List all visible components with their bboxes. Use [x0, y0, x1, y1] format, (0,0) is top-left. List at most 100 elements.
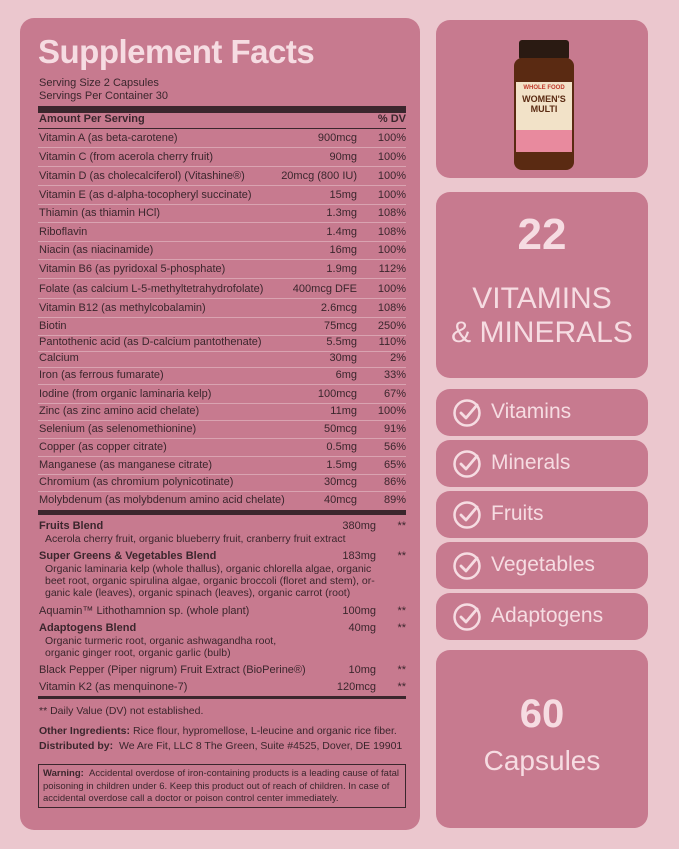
nutrient-dv: 100% — [377, 189, 406, 201]
row-divider — [38, 166, 406, 167]
nutrient-name: Vitamin C (from acerola cherry fruit) — [39, 151, 214, 163]
badge-text: & MINERALS — [451, 316, 633, 349]
nutrient-name: Molybdenum (as molybdenum amino acid che… — [39, 494, 285, 506]
blend-description: Organic laminaria kelp (whole thallus), … — [45, 563, 372, 575]
nutrient-name: Vitamin E (as d-alpha-tocopheryl succina… — [39, 189, 252, 201]
row-divider — [38, 403, 406, 404]
column-header: % DV — [377, 113, 406, 125]
nutrient-amount: 1.5mg — [326, 459, 357, 471]
nutrient-amount: 5.5mg — [326, 336, 357, 348]
nutrient-dv: 2% — [390, 352, 406, 364]
nutrient-amount: 20mcg (800 IU) — [281, 170, 357, 182]
rule — [38, 510, 406, 515]
row-divider — [38, 474, 406, 475]
badge-panel — [436, 192, 648, 378]
nutrient-dv: 100% — [377, 405, 406, 417]
row-divider — [38, 367, 406, 368]
nutrient-dv: 33% — [383, 369, 406, 381]
blend-amount: 40mg — [348, 622, 376, 634]
blend-dv: ** — [397, 664, 406, 676]
check-icon — [453, 399, 481, 427]
title: Supplement Facts — [38, 33, 315, 70]
nutrient-dv: 100% — [377, 283, 406, 295]
blend-amount: 380mg — [342, 520, 376, 532]
feature-label: Vitamins — [491, 400, 572, 423]
nutrient-name: Pantothenic acid (as D-calcium pantothen… — [39, 336, 262, 348]
nutrient-amount: 90mg — [329, 151, 357, 163]
nutrient-amount: 1.9mg — [326, 263, 357, 275]
nutrient-amount: 100mcg — [317, 388, 357, 400]
blend-description: ganic kale (leaves), organic spinach (le… — [45, 587, 351, 599]
blend-name: Aquamin™ Lithothamnion sp. (whole plant) — [39, 605, 250, 617]
row-divider — [38, 241, 406, 242]
blend-dv: ** — [397, 605, 406, 617]
nutrient-amount: 50mcg — [323, 423, 357, 435]
warning-text: accidental overdose call a doctor or poi… — [43, 793, 339, 804]
badge-text: VITAMINS — [472, 282, 612, 315]
row-divider — [38, 384, 406, 385]
nutrient-dv: 91% — [383, 423, 406, 435]
feature-label: Adaptogens — [491, 604, 604, 627]
check-icon — [453, 450, 481, 478]
feature: Vegetables — [436, 542, 648, 589]
blend-name: Super Greens & Vegetables Blend — [39, 550, 217, 562]
nutrient-amount: 400mcg DFE — [292, 283, 357, 295]
check-icon — [453, 552, 481, 580]
nutrient-name: Zinc (as zinc amino acid chelate) — [39, 405, 200, 417]
nutrient-amount: 1.4mg — [326, 226, 357, 238]
nutrient-name: Vitamin B6 (as pyridoxal 5-phosphate) — [39, 263, 226, 275]
feature: Fruits — [436, 491, 648, 538]
blend-amount: 120mcg — [336, 681, 376, 693]
nutrient-name: Calcium — [39, 352, 79, 364]
nutrient-dv: 56% — [383, 441, 406, 453]
ingredients-text: Rice flour, hypromellose, L-leucine and … — [133, 725, 397, 737]
nutrient-dv: 100% — [377, 170, 406, 182]
feature: Vitamins — [436, 389, 648, 436]
blend-description: organic ginger root, organic garlic (bul… — [45, 647, 231, 659]
column-header: Amount Per Serving — [39, 113, 145, 125]
nutrient-amount: 2.6mcg — [320, 302, 357, 314]
nutrient-amount: 6mg — [335, 369, 357, 381]
count-panel — [436, 650, 648, 828]
blend-name: Black Pepper (Piper nigrum) Fruit Extrac… — [39, 664, 306, 676]
warning-box — [38, 764, 406, 808]
blend-description: Organic turmeric root, organic ashwagand… — [45, 635, 277, 647]
nutrient-name: Iron (as ferrous fumarate) — [39, 369, 164, 381]
nutrient-name: Niacin (as niacinamide) — [39, 244, 154, 256]
blend-name: Fruits Blend — [39, 520, 104, 532]
row-divider — [38, 351, 406, 352]
nutrient-dv: 89% — [383, 494, 406, 506]
nutrient-dv: 86% — [383, 476, 406, 488]
row-divider — [38, 185, 406, 186]
nutrient-amount: 75mcg — [323, 320, 357, 332]
feature: Minerals — [436, 440, 648, 487]
blend-dv: ** — [397, 520, 406, 532]
feature-label: Minerals — [491, 451, 571, 474]
distributor-text: We Are Fit, LLC 8 The Green, Suite #4525… — [119, 740, 403, 752]
nutrient-name: Biotin — [39, 320, 67, 332]
feature: Adaptogens — [436, 593, 648, 640]
check-icon — [453, 501, 481, 529]
nutrient-amount: 30mg — [329, 352, 357, 364]
nutrient-amount: 11mg — [330, 405, 357, 417]
nutrient-name: Riboflavin — [39, 226, 88, 238]
feature-label: Vegetables — [491, 553, 595, 576]
nutrient-dv: 110% — [378, 336, 406, 348]
product-name: WOMEN'S MULTI — [522, 94, 566, 114]
nutrient-amount: 900mcg — [317, 132, 357, 144]
nutrient-dv: 65% — [383, 459, 406, 471]
feature-label: Fruits — [491, 502, 544, 525]
nutrient-name: Chromium (as chromium polynicotinate) — [39, 476, 234, 488]
nutrient-amount: 1.3mg — [326, 207, 357, 219]
row-divider — [38, 147, 406, 148]
blend-dv: ** — [397, 622, 406, 634]
nutrient-name: Vitamin A (as beta-carotene) — [39, 132, 178, 144]
footnote: ** Daily Value (DV) not established. — [39, 705, 204, 717]
row-divider — [38, 491, 406, 492]
nutrient-name: Iodine (from organic laminaria kelp) — [39, 388, 212, 400]
blend-description: beet root, organic spirulina algae, orga… — [45, 575, 375, 587]
distributor-label: Distributed by: — [39, 740, 114, 752]
row-divider — [38, 298, 406, 299]
badge-number: 22 — [517, 210, 567, 259]
row-divider — [38, 317, 406, 318]
